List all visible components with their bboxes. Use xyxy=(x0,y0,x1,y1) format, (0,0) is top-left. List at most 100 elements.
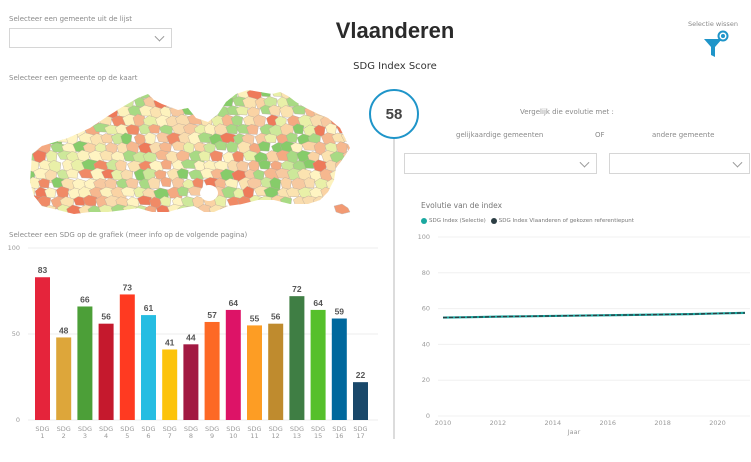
municipality-region[interactable] xyxy=(38,88,56,100)
municipality-region[interactable] xyxy=(57,114,72,126)
bar-sdg-5[interactable] xyxy=(119,294,135,420)
municipality-region[interactable] xyxy=(330,95,346,106)
municipality-region[interactable] xyxy=(264,205,277,218)
municipality-region[interactable] xyxy=(252,114,266,127)
municipality-region[interactable] xyxy=(253,204,269,218)
municipality-region[interactable] xyxy=(147,177,161,190)
municipality-region[interactable] xyxy=(171,88,186,99)
municipality-region[interactable] xyxy=(345,123,358,136)
municipality-region[interactable] xyxy=(313,215,326,218)
municipality-region[interactable] xyxy=(280,177,292,190)
series-line-reference[interactable] xyxy=(442,312,746,319)
municipality-region[interactable] xyxy=(336,123,353,134)
municipality-region[interactable] xyxy=(292,123,305,135)
municipality-region[interactable] xyxy=(79,97,92,110)
bar-sdg-13[interactable] xyxy=(289,296,305,420)
municipality-region[interactable] xyxy=(82,215,94,218)
municipality-region[interactable] xyxy=(308,205,321,214)
bar-sdg-3[interactable] xyxy=(77,306,93,420)
municipality-region[interactable] xyxy=(44,187,57,198)
municipality-region[interactable] xyxy=(94,88,107,102)
municipality-region[interactable] xyxy=(161,88,176,100)
municipality-region[interactable] xyxy=(192,106,209,117)
municipality-region[interactable] xyxy=(150,214,164,218)
municipality-region[interactable] xyxy=(50,213,68,218)
municipality-region[interactable] xyxy=(204,106,218,118)
municipality-region[interactable] xyxy=(325,106,343,118)
municipality-region[interactable] xyxy=(81,105,94,116)
municipality-region[interactable] xyxy=(346,141,358,155)
municipality-region[interactable] xyxy=(307,96,323,108)
municipality-region[interactable] xyxy=(246,124,259,135)
municipality-region[interactable] xyxy=(260,215,276,218)
municipality-region[interactable] xyxy=(357,106,358,120)
municipality-region[interactable] xyxy=(341,96,356,111)
municipality-region[interactable] xyxy=(334,177,347,189)
municipality-region[interactable] xyxy=(160,159,172,170)
bar-sdg-2[interactable] xyxy=(56,337,72,420)
clear-selection-button[interactable] xyxy=(702,30,732,60)
municipality-region[interactable] xyxy=(115,88,128,102)
municipality-region[interactable] xyxy=(104,213,120,218)
municipality-region[interactable] xyxy=(28,214,45,218)
municipality-region[interactable] xyxy=(209,95,223,107)
municipality-region[interactable] xyxy=(154,169,167,180)
municipality-region[interactable] xyxy=(303,177,316,189)
municipality-region[interactable] xyxy=(352,134,358,145)
bar-sdg-1[interactable] xyxy=(35,277,50,420)
municipality-region[interactable] xyxy=(336,88,350,100)
municipality-region[interactable] xyxy=(65,114,79,126)
municipality-region[interactable] xyxy=(39,104,55,117)
municipality-region[interactable] xyxy=(37,124,52,138)
municipality-region[interactable] xyxy=(29,123,46,136)
municipality-region[interactable] xyxy=(175,97,193,107)
municipality-region[interactable] xyxy=(354,116,358,128)
municipality-region[interactable] xyxy=(332,186,345,197)
municipality-region[interactable] xyxy=(160,176,172,187)
municipality-map[interactable] xyxy=(28,88,358,218)
municipality-region[interactable] xyxy=(302,212,315,218)
municipality-region[interactable] xyxy=(215,88,229,103)
municipality-region[interactable] xyxy=(99,95,114,107)
municipality-region[interactable] xyxy=(346,88,358,102)
municipality-region[interactable] xyxy=(28,96,39,110)
municipality-region[interactable] xyxy=(268,104,281,116)
municipality-region[interactable] xyxy=(194,215,207,218)
municipality-region[interactable] xyxy=(48,124,66,136)
flanders-map[interactable] xyxy=(28,88,358,218)
municipality-region[interactable] xyxy=(341,114,353,126)
municipality-region[interactable] xyxy=(67,97,80,109)
municipality-region[interactable] xyxy=(49,89,65,99)
municipality-region[interactable] xyxy=(176,168,189,180)
municipality-region[interactable] xyxy=(182,88,196,101)
municipality-region[interactable] xyxy=(181,105,197,116)
municipality-region[interactable] xyxy=(76,114,90,126)
municipality-region[interactable] xyxy=(346,177,358,188)
municipality-region[interactable] xyxy=(65,168,79,179)
municipality-region[interactable] xyxy=(93,105,107,115)
municipality-region[interactable] xyxy=(159,215,175,218)
municipality-region[interactable] xyxy=(194,89,211,102)
municipality-region[interactable] xyxy=(181,215,196,218)
municipality-region[interactable] xyxy=(345,195,358,210)
municipality-region[interactable] xyxy=(28,132,41,144)
municipality-region[interactable] xyxy=(225,141,239,153)
municipality-region[interactable] xyxy=(232,150,245,163)
municipality-region[interactable] xyxy=(258,159,271,170)
municipality-region[interactable] xyxy=(352,96,358,110)
municipality-region[interactable] xyxy=(279,105,295,118)
municipality-region[interactable] xyxy=(263,133,277,143)
municipality-region[interactable] xyxy=(296,205,313,217)
municipality-region[interactable] xyxy=(270,215,284,218)
municipality-region[interactable] xyxy=(103,88,118,99)
municipality-region[interactable] xyxy=(51,105,64,119)
municipality-region[interactable] xyxy=(323,88,337,98)
municipality-dropdown[interactable] xyxy=(9,28,172,48)
municipality-region[interactable] xyxy=(224,213,237,218)
municipality-region[interactable] xyxy=(55,97,72,110)
evolution-line-chart[interactable]: 0 20 40 60 80 100 2010 2012 2014 2016 2018 2020 Ja… xyxy=(400,228,751,440)
municipality-region[interactable] xyxy=(38,178,50,189)
municipality-region[interactable] xyxy=(198,150,211,162)
municipality-region[interactable] xyxy=(230,115,244,127)
